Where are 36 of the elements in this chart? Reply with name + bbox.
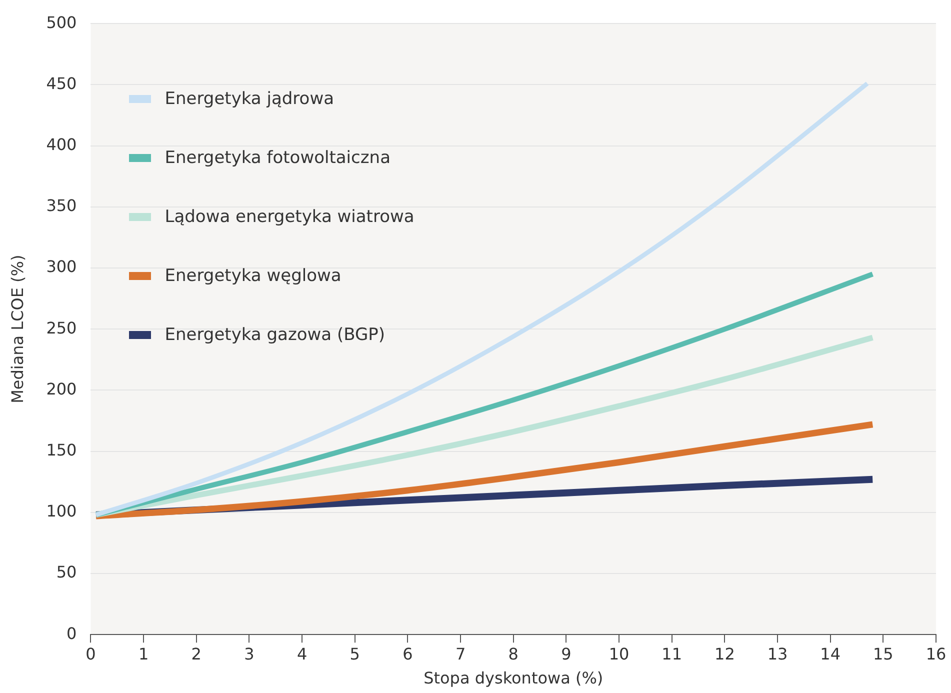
legend-label: Energetyka gazowa (BGP) — [164, 324, 386, 345]
x-tick-label: 0 — [86, 644, 96, 664]
x-tick-label: 2 — [191, 644, 202, 664]
y-axis-title: Mediana LCOE (%) — [8, 254, 27, 404]
y-tick-label: 0 — [66, 624, 77, 643]
x-tick-label: 1 — [138, 644, 149, 664]
y-tick-label: 250 — [46, 318, 77, 338]
x-tick-label: 4 — [296, 644, 308, 664]
y-tick-label: 500 — [46, 12, 77, 32]
x-tick-label: 14 — [820, 644, 841, 664]
x-tick-label: 10 — [608, 644, 630, 664]
x-tick-label: 11 — [662, 644, 682, 664]
x-tick-label: 6 — [402, 644, 413, 664]
x-tick-label: 12 — [714, 644, 735, 664]
legend-label: Energetyka fotowoltaiczna — [164, 148, 390, 168]
y-tick-label: 300 — [46, 257, 77, 276]
legend-label: Lądowa energetyka wiatrowa — [164, 206, 414, 227]
x-axis-title: Stopa dyskontowa (%) — [424, 668, 604, 688]
legend-label: Energetyka jądrowa — [164, 88, 334, 109]
y-tick-label: 350 — [46, 196, 77, 216]
x-tick-label: 15 — [872, 644, 894, 664]
line-series — [94, 81, 870, 518]
x-tick-label: 9 — [561, 644, 572, 664]
y-tick-label: 450 — [46, 74, 77, 93]
y-tick-label: 400 — [46, 134, 77, 154]
x-tick-label: 13 — [767, 644, 788, 664]
x-tick-label: 16 — [926, 644, 946, 664]
x-tick-label: 3 — [244, 644, 254, 664]
legend-label: Energetyka węglowa — [164, 266, 342, 286]
y-tick-label: 50 — [56, 562, 77, 582]
y-tick-label: 100 — [46, 502, 77, 521]
y-tick-label: 150 — [46, 440, 77, 460]
x-tick-label: 7 — [455, 644, 466, 664]
y-tick-label: 200 — [46, 379, 77, 398]
x-tick-label: 8 — [508, 644, 518, 664]
x-tick-label: 5 — [350, 644, 360, 664]
